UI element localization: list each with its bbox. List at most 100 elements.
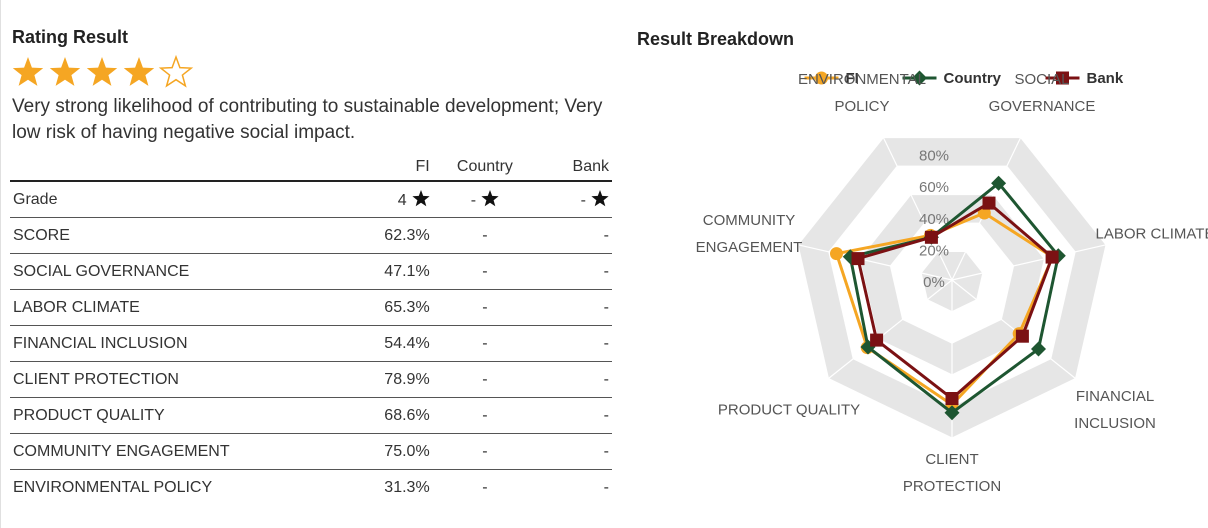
star-icon (591, 190, 609, 207)
cell-text: - (603, 262, 609, 280)
header-cell: FI (342, 154, 433, 182)
cell-text: SCORE (13, 226, 70, 244)
table-cell: - (537, 253, 612, 290)
table-row: LABOR CLIMATE 65.3% - - (10, 289, 612, 326)
legend-item: Country (902, 70, 1002, 87)
table-cell: FINANCIAL INCLUSION (10, 325, 343, 362)
point-marker (1015, 329, 1029, 343)
table-cell: SCORE (10, 217, 343, 254)
cell-text: - (482, 478, 488, 496)
cell-text: 68.6% (384, 406, 430, 424)
table-cell: - (432, 325, 538, 362)
table-cell: SOCIAL GOVERNANCE (10, 253, 343, 290)
legend-marker (1056, 71, 1069, 85)
legend-item: FI (804, 70, 859, 87)
cell-text: - (482, 262, 488, 280)
point-marker (982, 196, 996, 210)
table-cell: - (537, 470, 612, 506)
star-icon (412, 190, 430, 207)
cell-text: - (603, 298, 609, 316)
star-filled (123, 57, 155, 86)
header-cell (10, 154, 343, 182)
star-empty (158, 54, 194, 88)
header-cell: Bank (537, 154, 612, 182)
category-label: CLIENT PROTECTION (902, 451, 1002, 495)
point-marker (945, 392, 959, 405)
cell-text: COMMUNITY ENGAGEMENT (13, 442, 230, 460)
table-cell: - (432, 361, 538, 398)
panel-edge (0, 0, 9, 528)
point-marker (851, 252, 865, 266)
cell-text: 75.0% (384, 442, 430, 460)
cell-text: PRODUCT QUALITY (13, 406, 165, 424)
legend-item: Bank (1045, 70, 1124, 87)
legend-marker (912, 70, 927, 86)
star-icon (481, 190, 499, 207)
category-label: PRODUCT QUALITY (717, 401, 861, 419)
cell-text: 78.9% (384, 370, 430, 388)
legend-marker (815, 71, 828, 85)
result-table: FI Country Bank Grade 4- - SCORE 62.3% - - SOCIAL… (10, 154, 612, 505)
table-cell: 75.0% (342, 433, 433, 470)
grade-star-icon (412, 190, 430, 207)
table-cell: - (537, 325, 612, 362)
grade-star-icon (591, 190, 609, 207)
y-tick-label: 0% (923, 274, 945, 291)
category-label: COMMUNITY ENGAGEMENT (695, 212, 803, 256)
cell-text: LABOR CLIMATE (13, 298, 140, 316)
table-row: ENVIRONMENTAL POLICY 31.3% - - (10, 470, 612, 506)
axis-spoke (951, 244, 1107, 281)
table-cell: 4 (342, 181, 433, 218)
table-cell: - (537, 289, 612, 326)
legend-label: Country (944, 70, 1002, 87)
table-cell: ENVIRONMENTAL POLICY (10, 470, 342, 506)
table-cell: - (432, 397, 538, 434)
category-label: FINANCIAL INCLUSION (1074, 388, 1156, 432)
star-filled (86, 57, 118, 86)
table-cell: COMMUNITY ENGAGEMENT (10, 433, 343, 470)
table-cell: - (537, 397, 612, 434)
series-line (856, 201, 1054, 401)
table-row: CLIENT PROTECTION 78.9% - - (10, 361, 612, 398)
table-cell: - (537, 361, 612, 398)
point-marker (977, 206, 991, 220)
table-cell: 78.9% (342, 361, 433, 398)
table-row: SCORE 62.3% - - (10, 217, 612, 254)
legend-label: FI (846, 70, 859, 87)
table-cell: CLIENT PROTECTION (10, 361, 343, 398)
table-cell: - (432, 289, 538, 326)
table-cell: - (432, 433, 538, 470)
category-label: SOCIAL GOVERNANCE (988, 71, 1096, 115)
table-cell: PRODUCT QUALITY (10, 397, 343, 434)
star-filled (49, 57, 81, 86)
point-marker (991, 175, 1007, 191)
cell-text: 47.1% (384, 262, 430, 280)
legend: FI Country Bank (804, 70, 1124, 87)
category-label: ENVIRONMENTAL POLICY (797, 71, 927, 115)
table-cell: - (537, 217, 612, 254)
cell-text: - (482, 334, 488, 352)
cell-text: - (482, 370, 488, 388)
cell-text: 54.4% (384, 334, 430, 352)
cell-text: - (482, 406, 488, 424)
rating-title: Rating Result (12, 27, 129, 47)
axis-spoke (797, 244, 953, 281)
y-tick-label: 40% (919, 211, 949, 228)
cell-text: 4 (397, 192, 407, 209)
point-marker (944, 405, 960, 421)
table-cell: - (432, 217, 538, 254)
cell-text: 62.3% (384, 226, 430, 244)
table-cell: 62.3% (342, 217, 433, 254)
table-row: Grade 4 - - (10, 181, 612, 218)
table-cell: - (537, 181, 612, 218)
cell-text: - (603, 406, 609, 424)
cell-text: SOCIAL GOVERNANCE (13, 262, 190, 280)
cell-text: - (603, 334, 609, 352)
cell-text: 31.3% (384, 478, 430, 496)
y-tick-label: 20% (919, 242, 949, 259)
cell-text: - (603, 478, 609, 496)
chart-title: Result Breakdown (637, 29, 795, 49)
series (851, 196, 1059, 405)
cell-text: ENVIRONMENTAL POLICY (13, 478, 213, 496)
